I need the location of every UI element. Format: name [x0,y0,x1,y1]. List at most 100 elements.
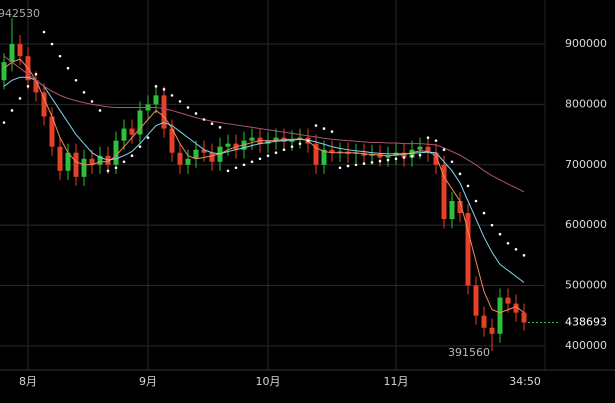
sar-dot [234,166,238,170]
sar-dot [450,160,454,164]
candle-body [329,149,335,153]
sar-dot [82,91,86,94]
candle-body [489,327,495,334]
sar-dot [210,122,214,126]
sar-dot [226,169,230,173]
sar-dot [370,161,374,164]
moving-average-line [3,76,525,283]
y-tick-label: 800000 [565,97,607,110]
sar-dot [26,85,30,88]
x-tick-label: 10月 [256,375,281,388]
candle-body [89,158,95,165]
sar-dot [146,136,150,139]
sar-dot [10,109,14,112]
candle-body [209,152,215,162]
candle-body [473,285,479,316]
sar-dot [178,100,182,103]
moving-average-line [3,55,525,193]
sar-dot [218,126,222,129]
y-tick-label: 500000 [565,278,607,291]
sar-dot [378,159,382,163]
sar-dot [490,223,494,227]
sar-dot [42,30,46,34]
candle-body [521,312,527,323]
candle-body [225,143,231,147]
candle-body [441,164,447,220]
sar-dot [2,121,6,124]
sar-dot [58,54,62,58]
sar-dot [282,148,286,151]
sar-dot [170,94,174,97]
sar-dot [506,241,510,245]
candle-body [201,149,207,153]
candle-body [505,297,511,304]
sar-dot [50,42,54,46]
sar-dot [186,106,190,109]
current-price-label: 438693 [565,316,607,329]
sar-dot [354,163,358,167]
candle-body [73,152,79,177]
y-tick-label: 600000 [565,218,607,231]
candle-body [161,95,167,129]
sar-dot [346,164,350,168]
sar-dot [266,154,270,158]
sar-dot [498,232,502,236]
candle-body [353,152,359,154]
candle-body [41,92,47,117]
candle-body [113,140,119,165]
sar-dot [458,172,462,176]
sar-dot [298,142,302,145]
sar-dot [90,100,94,103]
sar-dot [474,199,478,203]
sar-dot [18,97,22,100]
sar-dot [386,158,390,162]
sar-dot [250,160,254,164]
x-tick-label: 11月 [384,375,409,388]
min-price-label: 391560 [448,346,490,359]
candle-body [33,80,39,93]
candle-body [9,44,15,63]
x-tick-label: 8月 [19,375,37,388]
sar-dot [202,118,206,121]
sar-dot [138,145,142,148]
sar-dot [442,148,446,151]
sar-dot [394,157,398,161]
candle-body [81,158,87,177]
candle-body [185,158,191,165]
sar-dot [522,254,526,257]
sar-dot [242,163,246,167]
sar-dot [362,162,366,165]
candle-body [337,151,343,153]
sar-dot [130,154,134,158]
sar-dot [162,88,166,91]
x-tick-label: 9月 [139,375,157,388]
candle-body [377,153,383,158]
candle-body [65,152,71,171]
candle-body [497,297,503,334]
sar-dot [426,136,430,139]
sar-dot [322,127,326,130]
sar-dot [418,153,422,157]
sar-dot [98,109,102,112]
max-price-label: 942530 [0,7,40,20]
candle-body [153,95,159,105]
candle-body [417,146,423,150]
sar-dot [34,72,38,76]
y-tick-label: 700000 [565,158,607,171]
candle-body [481,315,487,328]
candle-body [177,152,183,165]
sar-dot [274,151,278,155]
sar-dot [194,112,198,115]
sar-dot [410,155,414,158]
candle-body [169,128,175,153]
sar-dot [434,139,438,142]
candle-body [17,44,23,57]
candle-body [249,137,255,141]
candle-body [193,149,199,159]
candle-body [321,149,327,165]
countdown-label: 34:50 [509,375,541,388]
sar-dot [122,160,126,164]
moving-average-line [3,58,525,314]
